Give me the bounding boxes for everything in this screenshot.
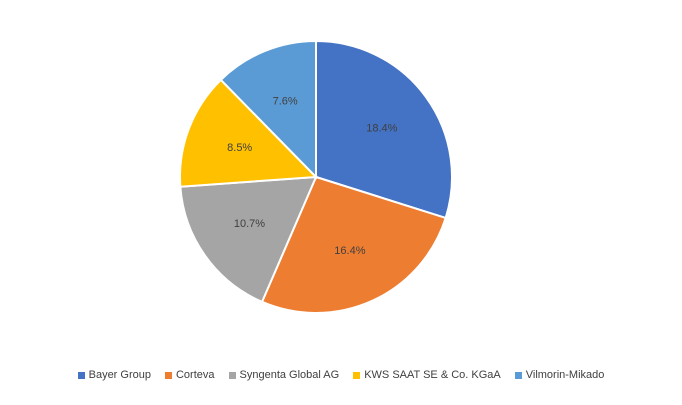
legend-item: Corteva	[164, 369, 215, 381]
data-label: 8.5%	[227, 142, 252, 154]
legend-swatch	[77, 371, 85, 379]
legend-item: Syngenta Global AG	[228, 369, 340, 381]
pie-slices	[179, 39, 453, 314]
legend-label: Bayer Group	[88, 369, 151, 381]
legend-label: KWS SAAT SE & Co. KGaA	[364, 369, 501, 381]
legend-swatch	[228, 371, 236, 379]
legend-item: KWS SAAT SE & Co. KGaA	[353, 369, 501, 381]
data-label: 16.4%	[334, 245, 365, 257]
pie-labels: 18.4% 16.4% 10.7% 8.5% 7.6%	[227, 95, 397, 257]
pie-slice-corteva	[260, 175, 447, 314]
data-label: 7.6%	[273, 95, 298, 107]
data-label: 10.7%	[234, 218, 265, 230]
legend-item: Vilmorin-Mikado	[514, 369, 605, 381]
legend-swatch	[164, 371, 172, 379]
pie-slice-kws-saat-se-co-kgaa	[179, 78, 319, 188]
pie-slice-bayer-group	[315, 39, 453, 220]
pie-slice-vilmorin-mikado	[219, 39, 317, 180]
legend: Bayer Group Corteva Syngenta Global AG KWS …	[0, 369, 682, 381]
legend-label: Syngenta Global AG	[239, 369, 340, 381]
legend-swatch	[514, 371, 522, 379]
legend-swatch	[353, 371, 361, 379]
legend-item: Bayer Group	[77, 369, 151, 381]
data-label: 18.4%	[366, 123, 397, 135]
pie-slice-syngenta-global-ag	[179, 175, 318, 304]
legend-label: Vilmorin-Mikado	[525, 369, 605, 381]
legend-label: Corteva	[175, 369, 215, 381]
